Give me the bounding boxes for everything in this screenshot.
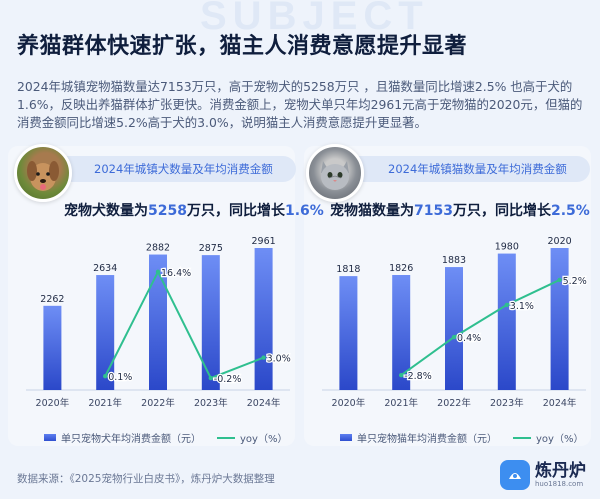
cat-yoy-point xyxy=(557,277,562,283)
dog-bar xyxy=(254,248,273,390)
cat-yoy-point xyxy=(504,302,509,308)
dog-bar-value: 2882 xyxy=(146,243,170,254)
cat-x-tick: 2022年 xyxy=(437,397,471,409)
dog-yoy-label: 16.4% xyxy=(161,268,191,279)
legend-bar-swatch xyxy=(44,434,56,441)
legend-line-swatch xyxy=(217,436,235,439)
cat-yoy-label: 0.4% xyxy=(457,333,481,344)
cat-headline: 宠物猫数量为7153万只，同比增长2.5% xyxy=(330,200,590,220)
brand-name: 炼丹炉 xyxy=(535,461,586,481)
cat-x-tick: 2021年 xyxy=(384,397,418,409)
cat-bar-value: 1818 xyxy=(336,264,360,275)
cat-growth-value: 2.5% xyxy=(550,203,590,219)
dog-panel-header: 2024年城镇犬数量及年均消费金额 xyxy=(94,162,273,176)
cat-panel-header: 2024年城镇猫数量及年均消费金额 xyxy=(388,162,567,176)
cat-bar-value: 2020 xyxy=(548,236,572,247)
cat-x-tick: 2020年 xyxy=(332,397,366,409)
dog-yoy-point xyxy=(103,373,108,379)
cat-bar xyxy=(445,267,463,390)
summary-paragraph: 2024年城镇宠物猫数量达7153万只，高于宠物犬的5258万只 ，且猫数量同比… xyxy=(17,79,583,130)
cat-yoy-point xyxy=(451,334,457,340)
page-title: 养猫群体快速扩张，猫主人消费意愿提升显著 xyxy=(17,34,468,59)
dog-yoy-point xyxy=(261,355,266,360)
cat-bar-value: 1980 xyxy=(495,242,519,253)
cat-x-tick: 2024年 xyxy=(543,397,577,409)
dog-growth-value: 1.6% xyxy=(284,203,324,219)
cat-bar-value: 1826 xyxy=(389,263,413,274)
dog-bar-value: 2961 xyxy=(252,236,276,247)
cat-x-tick: 2023年 xyxy=(490,397,524,409)
dog-bar-value: 2634 xyxy=(93,263,117,274)
cat-yoy-label: -2.8% xyxy=(404,371,432,382)
legend-line-swatch xyxy=(513,436,531,439)
cat-bar xyxy=(392,275,411,390)
source-note: 数据来源：《2025宠物行业白皮书》，炼丹炉大数据整理 xyxy=(17,473,275,485)
dog-x-tick: 2022年 xyxy=(141,397,175,409)
cat-count-value: 7153 xyxy=(414,203,453,219)
dog-x-tick: 2021年 xyxy=(88,397,122,409)
cat-bar xyxy=(339,276,358,390)
brand-logo: 炼丹炉 huo1818.com xyxy=(500,460,586,490)
cat-bar-value: 1883 xyxy=(442,255,466,266)
background-watermark: SUBJECT xyxy=(200,0,429,38)
dog-bar-value: 2262 xyxy=(40,294,64,305)
cat-panel-header-bar xyxy=(346,156,590,182)
legend-bar-label: 单只宠物猫年均消费金额（元） xyxy=(357,434,497,445)
dog-yoy-point xyxy=(155,269,161,275)
brand-icon xyxy=(500,460,530,490)
dog-photo xyxy=(14,144,72,202)
dog-bar xyxy=(149,254,167,390)
brand-url: huo1818.com xyxy=(535,480,584,488)
dog-bar xyxy=(43,305,62,390)
cat-spending-chart: 1818 2020年 1826 2021年 1883 2022年 1980 2023年 2020… xyxy=(322,236,588,409)
cat-photo xyxy=(306,144,364,202)
dog-chart-legend: 单只宠物犬年均消费金额（元） yoy（%） xyxy=(44,430,287,445)
dog-x-tick: 2024年 xyxy=(247,397,281,409)
cat-bar xyxy=(497,253,516,390)
cat-yoy-label: 3.1% xyxy=(510,301,534,312)
cat-bar xyxy=(550,248,569,390)
dog-yoy-line xyxy=(104,269,264,380)
dog-headline-mid: 万只，同比增长 xyxy=(186,203,285,219)
dog-yoy-label: 3.0% xyxy=(267,354,291,365)
legend-bar-label: 单只宠物犬年均消费金额（元） xyxy=(61,434,201,445)
dog-bar xyxy=(96,275,115,390)
legend-line-label: yoy（%） xyxy=(240,434,288,445)
dog-yoy-point xyxy=(208,375,213,381)
cat-yoy-point xyxy=(399,373,404,378)
dog-panel-header-bar xyxy=(50,156,296,182)
cat-chart-legend: 单只宠物猫年均消费金额（元） yoy（%） xyxy=(340,430,583,445)
dog-spending-chart: 2262 2020年 2634 2021年 2882 2022年 2875 2023年 2961… xyxy=(26,236,292,409)
cat-yoy-label: 5.2% xyxy=(563,276,587,287)
dog-x-tick: 2020年 xyxy=(36,397,70,409)
dog-count-value: 5258 xyxy=(148,203,187,219)
dog-bar-value: 2875 xyxy=(199,243,223,254)
cat-headline-mid: 万只，同比增长 xyxy=(452,203,551,219)
legend-bar-swatch xyxy=(340,434,352,441)
dog-yoy-label: -0.2% xyxy=(214,374,242,385)
cat-headline-prefix: 宠物猫数量为 xyxy=(330,203,414,219)
dog-yoy-label: 0.1% xyxy=(108,372,132,383)
legend-line-label: yoy（%） xyxy=(536,434,584,445)
cat-yoy-line xyxy=(400,279,561,377)
dog-x-tick: 2023年 xyxy=(194,397,228,409)
dog-headline: 宠物犬数量为5258万只，同比增长1.6% xyxy=(64,200,324,220)
dog-headline-prefix: 宠物犬数量为 xyxy=(64,203,148,219)
dog-bar xyxy=(201,255,220,390)
